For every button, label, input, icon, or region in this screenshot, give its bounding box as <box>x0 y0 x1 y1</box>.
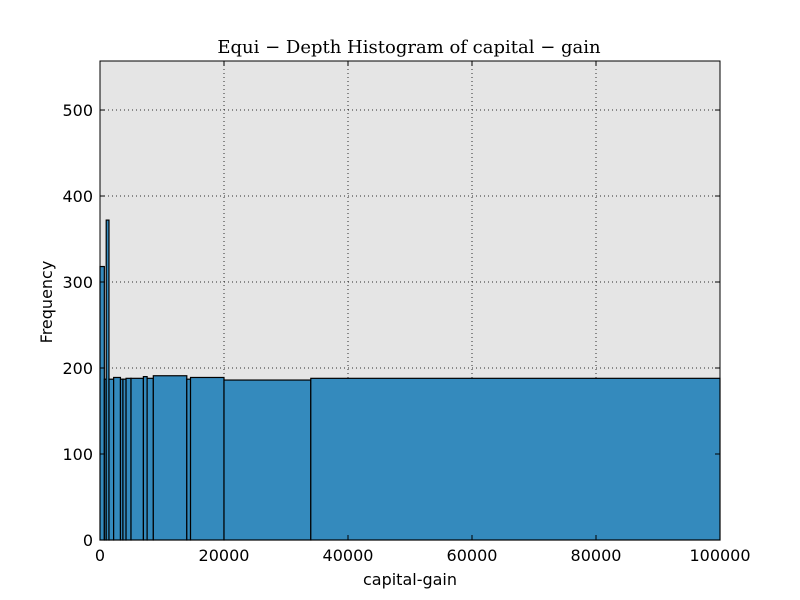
y-tick-label: 100 <box>62 445 93 464</box>
x-axis-label: capital-gain <box>363 570 457 589</box>
y-tick-label: 500 <box>62 101 93 120</box>
axis-ticks: 0 20000 40000 60000 80000 100000 0 100 200 300 400… <box>62 61 751 565</box>
x-tick-label: 20000 <box>199 546 250 565</box>
y-axis-label: Frequency <box>37 261 56 344</box>
y-tick-label: 300 <box>62 273 93 292</box>
histogram-bar-7 <box>125 377 132 541</box>
histogram-bar-10 <box>146 377 154 541</box>
y-tick-label: 200 <box>62 359 93 378</box>
chart-title: Equi − Depth Histogram of capital − gain <box>217 37 601 58</box>
x-tick-label: 60000 <box>447 546 498 565</box>
y-tick-label: 0 <box>83 531 93 550</box>
x-tick-label: 40000 <box>323 546 374 565</box>
plot-frame <box>99 60 721 541</box>
histogram-bar-13 <box>189 376 225 541</box>
histogram-bars <box>99 219 721 541</box>
histogram-bar-8 <box>130 377 144 541</box>
x-tick-label: 80000 <box>571 546 622 565</box>
histogram-bar-11 <box>152 375 188 541</box>
x-tick-label: 0 <box>95 546 105 565</box>
x-tick-label: 100000 <box>689 546 750 565</box>
histogram-bar-15 <box>310 377 721 541</box>
histogram-bar-3 <box>108 378 115 541</box>
histogram-bar-14 <box>223 379 312 541</box>
y-tick-label: 400 <box>62 187 93 206</box>
histogram-bar-0 <box>99 265 105 541</box>
histogram-bar-4 <box>113 376 122 541</box>
